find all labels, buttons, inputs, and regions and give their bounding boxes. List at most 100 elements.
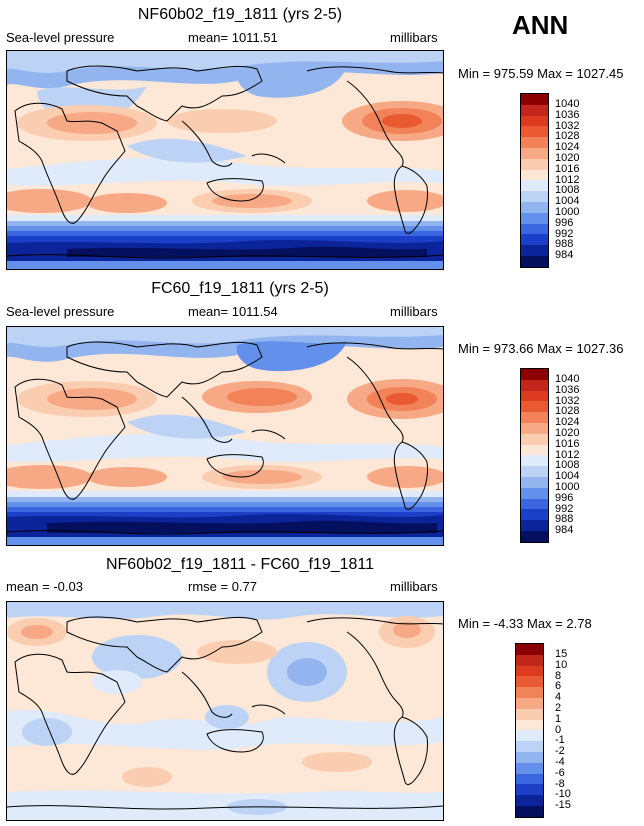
colorbar-swatch: [521, 498, 548, 510]
contour-fill-high: [167, 109, 277, 133]
colorbar-swatch: [521, 223, 548, 235]
colorbar-label: 992: [555, 228, 574, 240]
colorbar-swatch: [521, 369, 548, 380]
colorbar-swatch: [521, 212, 548, 224]
colorbar-swatch: [521, 379, 548, 391]
contour-fill-high: [222, 470, 302, 484]
colorbar-label: 0: [555, 724, 562, 736]
contour-fill-high: [393, 622, 421, 638]
colorbar-label: 996: [555, 217, 574, 229]
coastlines: [7, 65, 443, 259]
contour-fill-low: [7, 327, 443, 347]
panel3-map: [6, 601, 444, 821]
colorbar-label: 8: [555, 670, 562, 682]
colorbar-swatch: [521, 455, 548, 467]
colorbar-swatch: [521, 444, 548, 456]
colorbar-label: 1004: [555, 195, 580, 207]
panel2-map: [6, 326, 444, 546]
colorbar-label: -15: [555, 799, 571, 811]
colorbar-swatch: [516, 697, 543, 709]
colorbar-swatch: [516, 795, 543, 806]
panel1-units: millibars: [390, 30, 438, 45]
colorbar-swatch: [521, 201, 548, 213]
panel1-minmax: Min = 975.59 Max = 1027.45: [458, 66, 624, 81]
contour-fill-high: [302, 752, 372, 772]
contour-fill-low: [127, 138, 247, 163]
colorbar-swatch: [521, 509, 548, 521]
contour-fill-high: [197, 640, 277, 664]
colorbar-swatch: [521, 158, 548, 170]
colorbar-label: 1028: [555, 405, 580, 417]
colorbar-label: 1016: [555, 163, 580, 175]
colorbar-swatch: [516, 708, 543, 720]
colorbar-label: 1008: [555, 459, 580, 471]
colorbar-label: 1036: [555, 384, 580, 396]
panel1-field: Sea-level pressure: [6, 30, 115, 45]
colorbar-label: -4: [555, 756, 565, 768]
colorbar-label: 1020: [555, 152, 580, 164]
contour-fill-low: [7, 537, 443, 545]
contour-fill-high: [382, 114, 422, 128]
contour-fill-high: [7, 465, 92, 489]
colorbar-label: 1000: [555, 206, 580, 218]
colorbar-label: -1: [555, 734, 565, 746]
contour-fill-high: [367, 190, 443, 212]
colorbar-label: -6: [555, 767, 565, 779]
coastlines: [7, 341, 443, 535]
contour-fill-high: [212, 194, 292, 208]
colorbar-swatch: [516, 805, 543, 817]
colorbar-label: 1032: [555, 395, 580, 407]
colorbar-swatch: [521, 487, 548, 499]
colorbar-label: 984: [555, 249, 574, 261]
colorbar-label: 15: [555, 648, 568, 660]
panel2-units: millibars: [390, 304, 438, 319]
colorbar-label: 992: [555, 503, 574, 515]
colorbar-swatch: [516, 687, 543, 698]
colorbar-label: -2: [555, 745, 565, 757]
panel2-minmax: Min = 973.66 Max = 1027.36: [458, 341, 624, 356]
colorbar-swatch: [516, 751, 543, 763]
colorbar-label: 1024: [555, 141, 580, 153]
colorbar-label: 984: [555, 524, 574, 536]
colorbar-swatch: [521, 94, 548, 105]
contour-fill-high: [227, 388, 297, 406]
contour-fill-high: [87, 193, 167, 213]
colorbar-label: 1016: [555, 438, 580, 450]
colorbar-swatch: [521, 401, 548, 413]
colorbar-swatch: [516, 719, 543, 731]
colorbar-swatch: [521, 390, 548, 402]
contour-fill-high: [47, 112, 137, 134]
colorbar-swatch: [516, 665, 543, 677]
colorbar-label: 1040: [555, 373, 580, 385]
colorbar-swatch: [516, 773, 543, 785]
colorbar-label: 2: [555, 702, 562, 714]
contour-fill-low: [127, 414, 247, 439]
colorbar-label: -8: [555, 778, 565, 790]
contour-fill-low: [47, 520, 437, 533]
colorbar-label: 996: [555, 492, 574, 504]
panel3-rmse: rmse = 0.77: [188, 579, 258, 594]
coastlines: [7, 616, 443, 810]
colorbar-swatch: [516, 654, 543, 666]
contour-fill-high: [7, 189, 92, 213]
colorbar-label: 1012: [555, 449, 580, 461]
colorbar-swatch: [521, 412, 548, 423]
colorbar-swatch: [521, 147, 548, 159]
colorbar-label: 988: [555, 513, 574, 525]
contour-fill-low: [236, 341, 347, 372]
colorbar-swatch: [516, 676, 543, 688]
colorbar-label: 1028: [555, 130, 580, 142]
contour-fill-low: [67, 246, 427, 257]
contour-fill-low: [287, 658, 327, 686]
contour-fill-low: [7, 51, 443, 73]
contour-fill-high: [47, 388, 137, 410]
colorbar-swatch: [521, 169, 548, 181]
colorbar-label: -10: [555, 788, 571, 800]
colorbar-label: 1: [555, 713, 562, 725]
colorbar-swatch: [521, 137, 548, 148]
panel1-map: [6, 50, 444, 270]
colorbar-label: 1024: [555, 416, 580, 428]
colorbar-label: 1012: [555, 174, 580, 186]
colorbar-swatch: [516, 730, 543, 742]
colorbar-label: 1036: [555, 109, 580, 121]
